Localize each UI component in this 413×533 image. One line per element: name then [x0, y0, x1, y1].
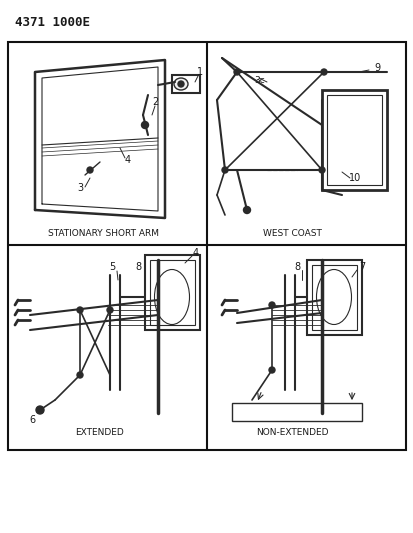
Circle shape [320, 69, 326, 75]
Text: 1: 1 [197, 67, 202, 77]
Bar [231, 403, 361, 421]
Text: 10: 10 [348, 173, 360, 183]
Circle shape [141, 122, 148, 128]
Circle shape [233, 69, 240, 75]
Text: 4: 4 [125, 155, 131, 165]
Circle shape [87, 167, 93, 173]
Bar [306, 260, 361, 335]
Text: NON-EXTENDED: NON-EXTENDED [255, 429, 328, 438]
Circle shape [77, 307, 83, 313]
Text: 4371 1000E: 4371 1000E [15, 15, 90, 28]
Text: 2: 2 [152, 97, 158, 107]
Circle shape [36, 406, 44, 414]
Text: WEST COAST: WEST COAST [262, 230, 320, 238]
Circle shape [221, 167, 228, 173]
Circle shape [268, 367, 274, 373]
Text: 8: 8 [293, 262, 299, 272]
Ellipse shape [173, 78, 188, 90]
Circle shape [178, 81, 183, 87]
Bar [326, 95, 381, 185]
Text: 3c: 3c [254, 76, 265, 85]
Circle shape [77, 372, 83, 378]
Bar [171, 75, 199, 93]
Text: 5: 5 [109, 262, 115, 272]
Circle shape [243, 206, 250, 214]
Circle shape [318, 167, 324, 173]
Text: 7: 7 [358, 262, 364, 272]
Text: 3: 3 [77, 183, 83, 193]
Text: 8: 8 [135, 262, 141, 272]
Bar [321, 90, 386, 190]
Bar [311, 265, 356, 330]
Text: 9: 9 [373, 63, 379, 73]
Bar [8, 42, 405, 450]
Bar [145, 255, 199, 330]
Text: EXTENDED: EXTENDED [76, 429, 124, 438]
Text: STATIONARY SHORT ARM: STATIONARY SHORT ARM [48, 230, 159, 238]
Text: 6: 6 [29, 415, 35, 425]
Text: 4: 4 [192, 248, 199, 258]
Circle shape [268, 302, 274, 308]
Bar [150, 260, 195, 325]
Circle shape [107, 307, 113, 313]
